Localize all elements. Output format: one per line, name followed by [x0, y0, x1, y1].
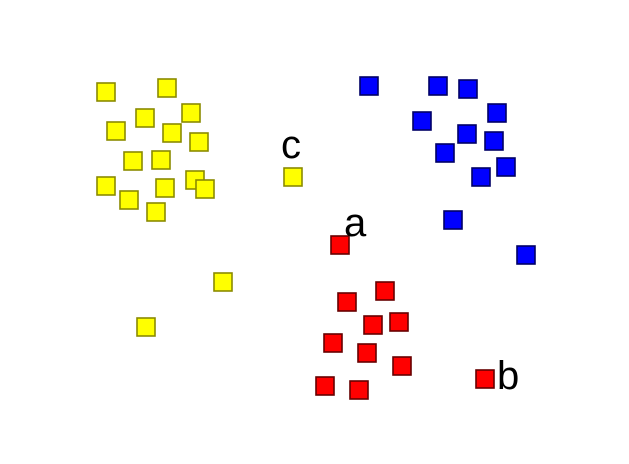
yellow-square-marker: [123, 151, 143, 171]
yellow-square-marker: [146, 202, 166, 222]
yellow-square-marker: [119, 190, 139, 210]
blue-square-marker: [496, 157, 516, 177]
blue-square-marker: [471, 167, 491, 187]
yellow-square-marker: [135, 108, 155, 128]
yellow-square-marker: [189, 132, 209, 152]
yellow-square-marker: [181, 103, 201, 123]
red-square-marker: [323, 333, 343, 353]
blue-square-marker: [516, 245, 536, 265]
yellow-square-marker: [136, 317, 156, 337]
red-square-marker: [357, 343, 377, 363]
blue-square-marker: [428, 76, 448, 96]
blue-cluster: [359, 76, 536, 265]
points-layer: [96, 76, 536, 400]
red-square-marker: [330, 235, 350, 255]
red-square-marker: [392, 356, 412, 376]
red-square-marker: [337, 292, 357, 312]
yellow-square-marker: [283, 167, 303, 187]
blue-square-marker: [435, 143, 455, 163]
yellow-square-marker: [162, 123, 182, 143]
red-square-marker: [349, 380, 369, 400]
blue-square-marker: [359, 76, 379, 96]
red-square-marker: [475, 369, 495, 389]
label-c: c: [281, 123, 301, 167]
yellow-square-marker: [106, 121, 126, 141]
blue-square-marker: [412, 111, 432, 131]
yellow-square-marker: [96, 176, 116, 196]
yellow-square-marker: [155, 178, 175, 198]
red-square-marker: [363, 315, 383, 335]
label-b: b: [497, 354, 519, 398]
blue-square-marker: [457, 124, 477, 144]
yellow-square-marker: [151, 150, 171, 170]
yellow-cluster: [96, 78, 303, 337]
red-square-marker: [375, 281, 395, 301]
blue-square-marker: [487, 103, 507, 123]
red-cluster: [315, 235, 495, 400]
yellow-square-marker: [96, 82, 116, 102]
yellow-square-marker: [213, 272, 233, 292]
blue-square-marker: [443, 210, 463, 230]
yellow-square-marker: [195, 179, 215, 199]
yellow-square-marker: [157, 78, 177, 98]
red-square-marker: [389, 312, 409, 332]
red-square-marker: [315, 376, 335, 396]
label-a: a: [344, 201, 367, 245]
blue-square-marker: [484, 131, 504, 151]
blue-square-marker: [458, 79, 478, 99]
